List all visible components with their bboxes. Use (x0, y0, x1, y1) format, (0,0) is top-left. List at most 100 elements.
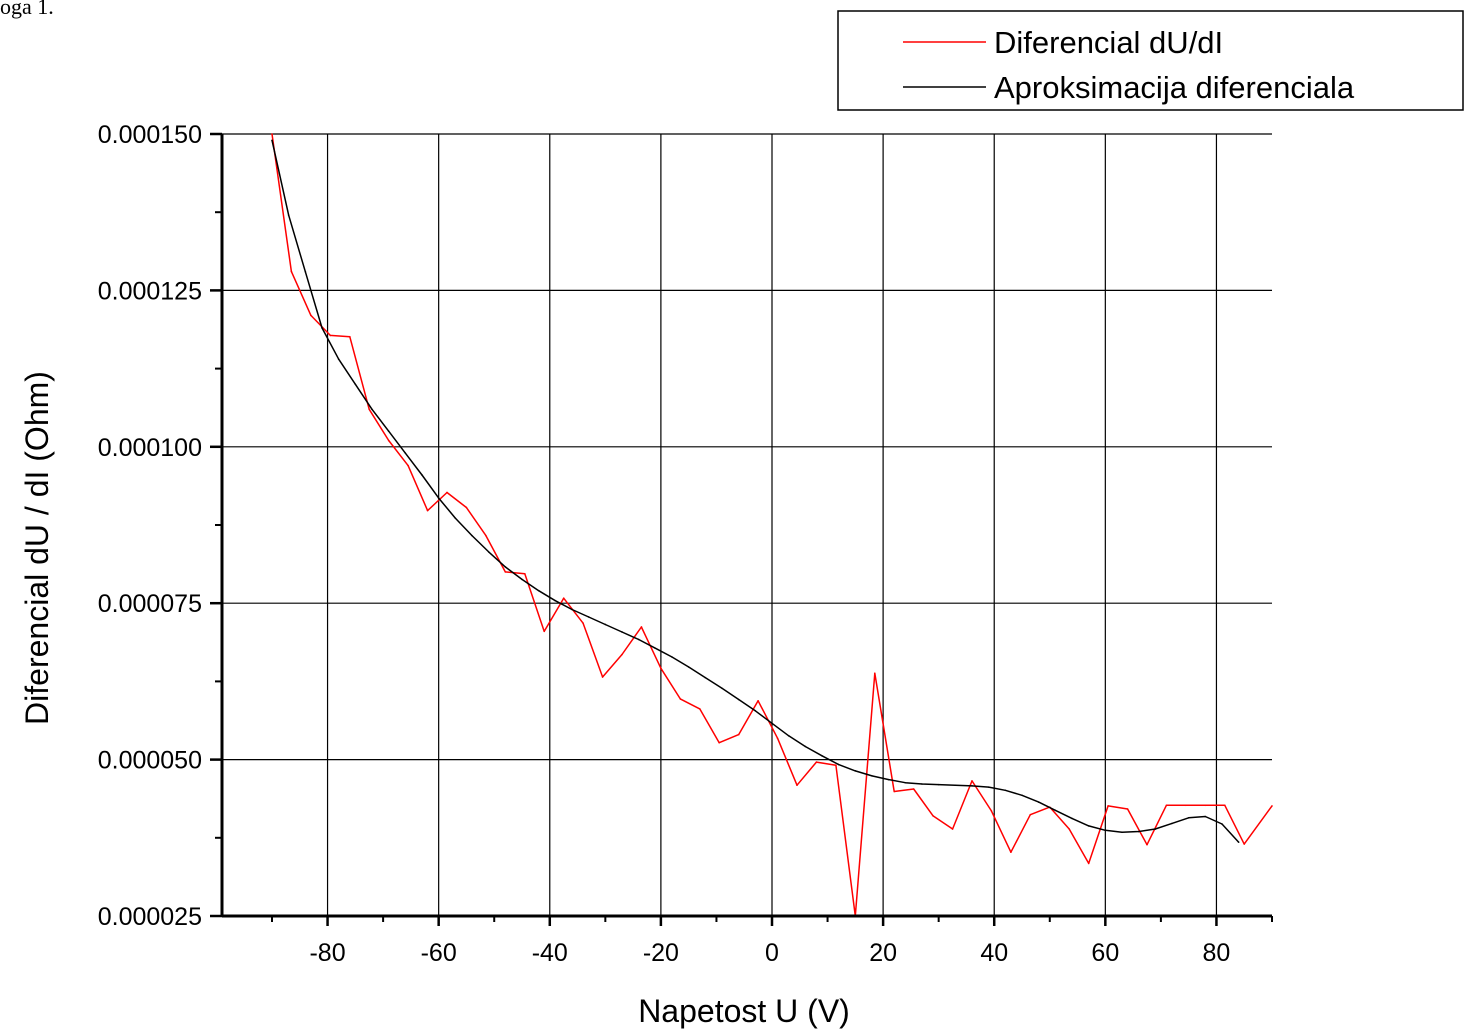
x-tick-label: -40 (532, 939, 568, 967)
legend-box (837, 10, 1464, 111)
data-point-aproksimacija (871, 775, 873, 777)
data-point-aproksimacija (754, 710, 757, 712)
data-point-aproksimacija (837, 763, 840, 766)
data-point-diferencial (1029, 813, 1032, 816)
data-point-aproksimacija (1171, 822, 1173, 825)
data-point-diferencial (1223, 804, 1226, 807)
data-point-aproksimacija (471, 534, 473, 537)
y-tick-label: 0.000075 (98, 590, 202, 618)
data-point-diferencial (640, 626, 643, 628)
data-point-aproksimacija (321, 327, 323, 329)
x-axis-title: Napetost U (V) (638, 993, 850, 1029)
data-point-aproksimacija (454, 517, 457, 519)
data-point-diferencial (776, 737, 779, 740)
data-point-diferencial (407, 464, 409, 467)
data-point-diferencial (737, 733, 740, 736)
data-point-diferencial (835, 764, 837, 767)
data-point-aproksimacija (304, 270, 307, 273)
data-point-diferencial (1204, 804, 1207, 807)
ticks: -80 -60 -40 -20 0 20 40 60 80 0.000025 0.000050 0.0… (98, 121, 1273, 967)
data-point-aproksimacija (1054, 809, 1057, 812)
data-point-aproksimacija (421, 474, 423, 476)
data-point-aproksimacija (737, 698, 740, 701)
grid-lines (222, 133, 1272, 917)
legend: Diferencial dU/dI Aproksimacija diferenc… (837, 10, 1464, 111)
data-point-diferencial (562, 597, 565, 599)
data-point-aproksimacija (504, 566, 507, 568)
data-point-diferencial (348, 335, 351, 338)
data-point-aproksimacija (921, 783, 923, 785)
data-point-diferencial (660, 667, 662, 670)
data-point-diferencial (718, 741, 721, 744)
data-point-diferencial (543, 630, 546, 633)
corner-caption: oga 1. (0, 0, 54, 19)
data-point-aproksimacija (721, 687, 723, 690)
data-point-aproksimacija (904, 781, 907, 784)
data-point-diferencial (368, 408, 371, 411)
data-point-diferencial (1107, 805, 1109, 807)
data-point-aproksimacija (804, 745, 807, 748)
x-tick-label: -80 (309, 939, 345, 967)
data-point-aproksimacija (1037, 801, 1040, 803)
data-point-diferencial (1010, 851, 1012, 853)
x-tick-label: 0 (765, 939, 779, 967)
data-point-diferencial (504, 571, 507, 573)
data-point-aproksimacija (537, 589, 540, 592)
data-point-aproksimacija (1154, 828, 1157, 830)
data-point-aproksimacija (437, 497, 440, 499)
data-point-aproksimacija (1237, 841, 1240, 843)
data-point-aproksimacija (354, 383, 357, 386)
data-point-aproksimacija (1121, 831, 1123, 833)
data-point-aproksimacija (987, 786, 990, 788)
data-point-aproksimacija (554, 599, 557, 602)
x-tick-label: 40 (980, 939, 1008, 967)
data-point-aproksimacija (1004, 789, 1007, 792)
data-point-diferencial (1185, 804, 1187, 807)
data-point-diferencial (1243, 843, 1246, 845)
data-point-aproksimacija (854, 770, 857, 772)
data-point-aproksimacija (287, 214, 290, 217)
data-point-diferencial (387, 439, 390, 442)
data-point-diferencial (329, 334, 332, 337)
data-point-aproksimacija (654, 647, 657, 650)
legend-label-diferencial: Diferencial dU/dI (994, 25, 1223, 60)
data-point-aproksimacija (1021, 794, 1023, 797)
data-point-diferencial (796, 784, 798, 787)
data-point-diferencial (621, 653, 623, 656)
y-tick-label: 0.000150 (98, 121, 202, 149)
data-point-aproksimacija (887, 778, 890, 781)
data-point-aproksimacija (571, 608, 573, 611)
series-line-aproksimacija (271, 140, 1240, 843)
y-tick-label: 0.000125 (98, 277, 202, 305)
data-point-aproksimacija (521, 578, 523, 581)
data-point-diferencial (601, 676, 604, 678)
data-point-aproksimacija (487, 551, 490, 553)
data-point-diferencial (1271, 805, 1273, 807)
data-point-diferencial (951, 828, 954, 830)
data-point-aproksimacija (821, 755, 823, 757)
data-point-aproksimacija (1071, 817, 1073, 820)
data-point-aproksimacija (704, 676, 707, 679)
data-point-diferencial (485, 534, 487, 537)
data-point-diferencial (679, 698, 682, 700)
data-point-aproksimacija (337, 358, 340, 361)
data-point-aproksimacija (787, 735, 790, 737)
x-tick-label: -60 (421, 939, 457, 967)
legend-label-aproksimacija: Aproksimacija diferenciala (994, 70, 1355, 105)
data-point-diferencial (698, 708, 701, 710)
data-point-diferencial (290, 270, 293, 273)
data-point-aproksimacija (604, 623, 607, 626)
data-point-aproksimacija (954, 784, 957, 787)
data-point-diferencial (271, 133, 273, 135)
data-point-aproksimacija (387, 430, 390, 432)
data-point-aproksimacija (637, 638, 640, 641)
y-tick-label: 0.000025 (98, 903, 202, 931)
data-point-diferencial (757, 699, 759, 702)
data-point-diferencial (912, 788, 915, 790)
data-point-diferencial (1165, 804, 1168, 807)
data-point-diferencial (1087, 862, 1090, 865)
data-point-diferencial (523, 572, 526, 575)
data-point-aproksimacija (621, 631, 623, 633)
data-point-diferencial (1068, 828, 1071, 830)
